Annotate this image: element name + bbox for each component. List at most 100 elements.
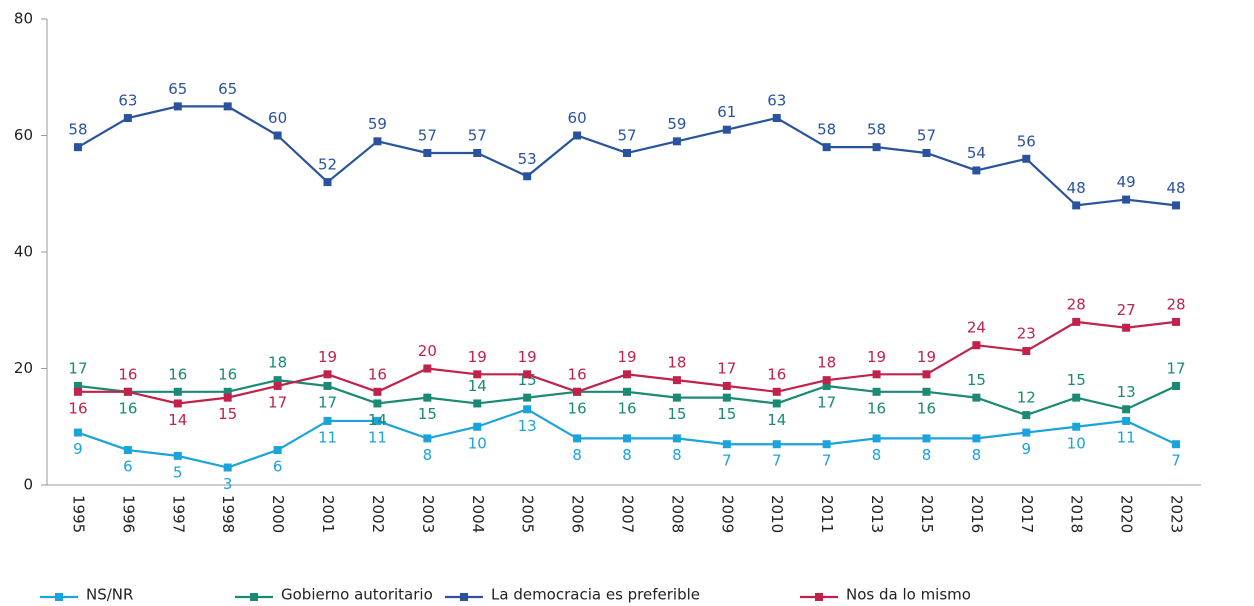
point-marker — [623, 434, 631, 443]
point-marker — [672, 434, 681, 443]
point-marker — [323, 381, 332, 390]
data-label: 48 — [1067, 179, 1086, 197]
point-marker — [1122, 405, 1131, 414]
x-tick-label: 2015 — [918, 495, 936, 533]
point-marker — [922, 148, 931, 157]
data-label: 23 — [1017, 325, 1036, 343]
point-marker — [872, 370, 881, 379]
data-label: 15 — [218, 405, 237, 423]
data-label: 7 — [772, 452, 782, 470]
point-marker — [373, 387, 382, 396]
data-label: 8 — [972, 446, 982, 464]
point-marker — [922, 434, 931, 443]
data-label: 57 — [917, 126, 936, 144]
point-marker — [1122, 416, 1131, 425]
point-marker — [323, 370, 332, 379]
point-marker — [173, 387, 182, 396]
legend-label: NS/NR — [86, 586, 133, 604]
data-label: 17 — [817, 393, 836, 411]
data-label: 17 — [717, 359, 736, 377]
data-label: 8 — [922, 446, 932, 464]
data-label: 16 — [867, 399, 886, 417]
data-label: 28 — [1166, 295, 1185, 313]
data-label: 49 — [1117, 173, 1136, 191]
legend-label: Nos da lo mismo — [846, 586, 971, 604]
data-label: 12 — [1017, 389, 1036, 407]
data-label: 10 — [1067, 434, 1086, 452]
point-marker — [173, 451, 182, 460]
point-marker — [573, 434, 582, 443]
point-marker — [623, 387, 631, 396]
data-label: 16 — [617, 399, 636, 417]
x-tick-label: 2023 — [1168, 495, 1186, 533]
data-label: 6 — [123, 458, 133, 476]
data-label: 58 — [867, 121, 886, 139]
x-tick-label: 2008 — [668, 495, 686, 533]
point-marker — [473, 399, 482, 408]
data-label: 15 — [418, 405, 437, 423]
x-tick-label: 2009 — [718, 495, 736, 533]
point-marker — [123, 446, 132, 455]
data-label: 8 — [572, 446, 582, 464]
point-marker — [1172, 201, 1181, 210]
point-marker — [1022, 347, 1031, 356]
point-marker — [223, 387, 232, 396]
data-label: 24 — [967, 319, 986, 337]
data-label: 19 — [917, 348, 936, 366]
data-label: 14 — [168, 411, 187, 429]
data-label: 17 — [268, 393, 287, 411]
point-marker — [173, 102, 182, 111]
x-tick-label: 1997 — [169, 495, 187, 533]
data-label: 16 — [767, 365, 786, 383]
series: 16 16 14 15 17 19 16 20 19 19 16 19 18 17 16 18 19 19 24 23… — [68, 295, 1185, 429]
data-label: 16 — [118, 399, 137, 417]
point-marker — [223, 393, 232, 402]
x-tick-label: 2000 — [269, 495, 287, 533]
data-label: 17 — [318, 393, 337, 411]
data-label: 18 — [667, 354, 686, 372]
point-marker — [922, 370, 931, 379]
data-label: 14 — [767, 411, 786, 429]
data-label: 8 — [622, 446, 632, 464]
point-marker — [473, 148, 482, 157]
data-label: 63 — [118, 92, 137, 110]
data-label: 56 — [1017, 132, 1036, 150]
point-marker — [123, 387, 132, 396]
legend-marker — [55, 593, 63, 601]
point-marker — [972, 393, 981, 402]
x-tick-label: 2004 — [469, 495, 487, 533]
data-label: 10 — [468, 434, 487, 452]
data-label: 18 — [268, 354, 287, 372]
point-marker — [1122, 195, 1131, 204]
point-marker — [872, 387, 881, 396]
point-marker — [972, 341, 981, 350]
y-tick-label: 0 — [23, 476, 33, 494]
point-marker — [1072, 317, 1081, 326]
point-marker — [722, 125, 731, 134]
point-marker — [273, 381, 282, 390]
x-tick-label: 1998 — [219, 495, 237, 533]
point-marker — [822, 381, 831, 390]
point-marker — [223, 102, 232, 111]
data-label: 18 — [817, 354, 836, 372]
data-label: 8 — [423, 446, 433, 464]
data-label: 57 — [468, 126, 487, 144]
data-label: 16 — [118, 365, 137, 383]
data-label: 27 — [1117, 301, 1136, 319]
legend-marker — [250, 593, 258, 601]
point-marker — [173, 399, 182, 408]
point-marker — [1022, 411, 1031, 420]
data-label: 11 — [368, 428, 387, 446]
point-marker — [1172, 317, 1181, 326]
data-label: 7 — [722, 452, 732, 470]
data-label: 9 — [73, 440, 83, 458]
point-marker — [523, 370, 532, 379]
x-tick-label: 1995 — [69, 495, 87, 533]
y-tick-label: 60 — [14, 126, 33, 144]
x-tick-label: 2002 — [369, 495, 387, 533]
point-marker — [722, 440, 731, 449]
point-marker — [373, 137, 382, 146]
data-label: 9 — [1022, 440, 1032, 458]
data-label: 59 — [667, 115, 686, 133]
data-label: 16 — [168, 365, 187, 383]
